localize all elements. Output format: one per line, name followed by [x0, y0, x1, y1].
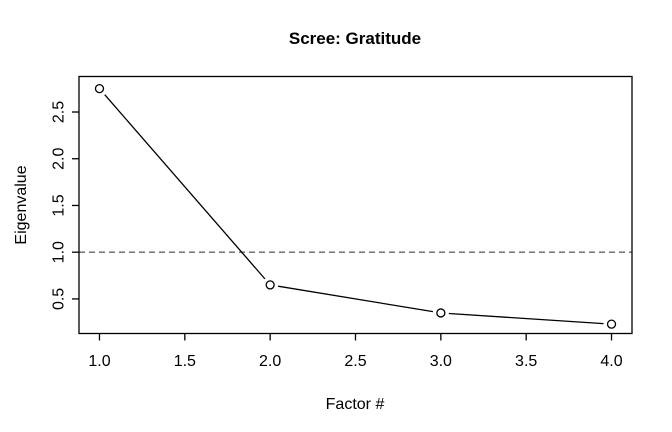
data-point-marker [436, 308, 446, 318]
data-point-marker [94, 83, 105, 94]
y-axis-title: Eigenvalue [13, 165, 30, 244]
x-tick-label: 2.0 [259, 353, 281, 370]
y-tick-label: 2.0 [51, 148, 68, 170]
x-axis-title: Factor # [326, 396, 385, 413]
x-tick-label: 3.5 [515, 353, 537, 370]
series-line-segment [448, 312, 604, 325]
x-tick-label: 4.0 [600, 353, 622, 370]
series-line-segment [104, 94, 266, 280]
y-tick-label: 0.5 [51, 288, 68, 310]
x-tick-label: 1.0 [88, 353, 110, 370]
x-tick-label: 3.0 [430, 353, 452, 370]
x-tick-label: 2.5 [344, 353, 366, 370]
chart-title: Scree: Gratitude [289, 29, 421, 48]
data-point-marker [606, 319, 617, 329]
y-tick-label: 1.5 [51, 194, 68, 216]
y-tick-label: 1.0 [51, 241, 68, 263]
y-tick-label: 2.5 [51, 101, 68, 123]
x-tick-label: 1.5 [174, 353, 196, 370]
series-layer [94, 83, 617, 329]
axis-ticks-layer: 1.0 1.5 2.0 2.5 3.0 3.5 4.0 0.5 1.0 1.5 2.0 2.5 [51, 101, 623, 370]
plot-box [78, 75, 633, 335]
data-point-marker [265, 280, 275, 290]
series-line-segment [277, 285, 434, 313]
